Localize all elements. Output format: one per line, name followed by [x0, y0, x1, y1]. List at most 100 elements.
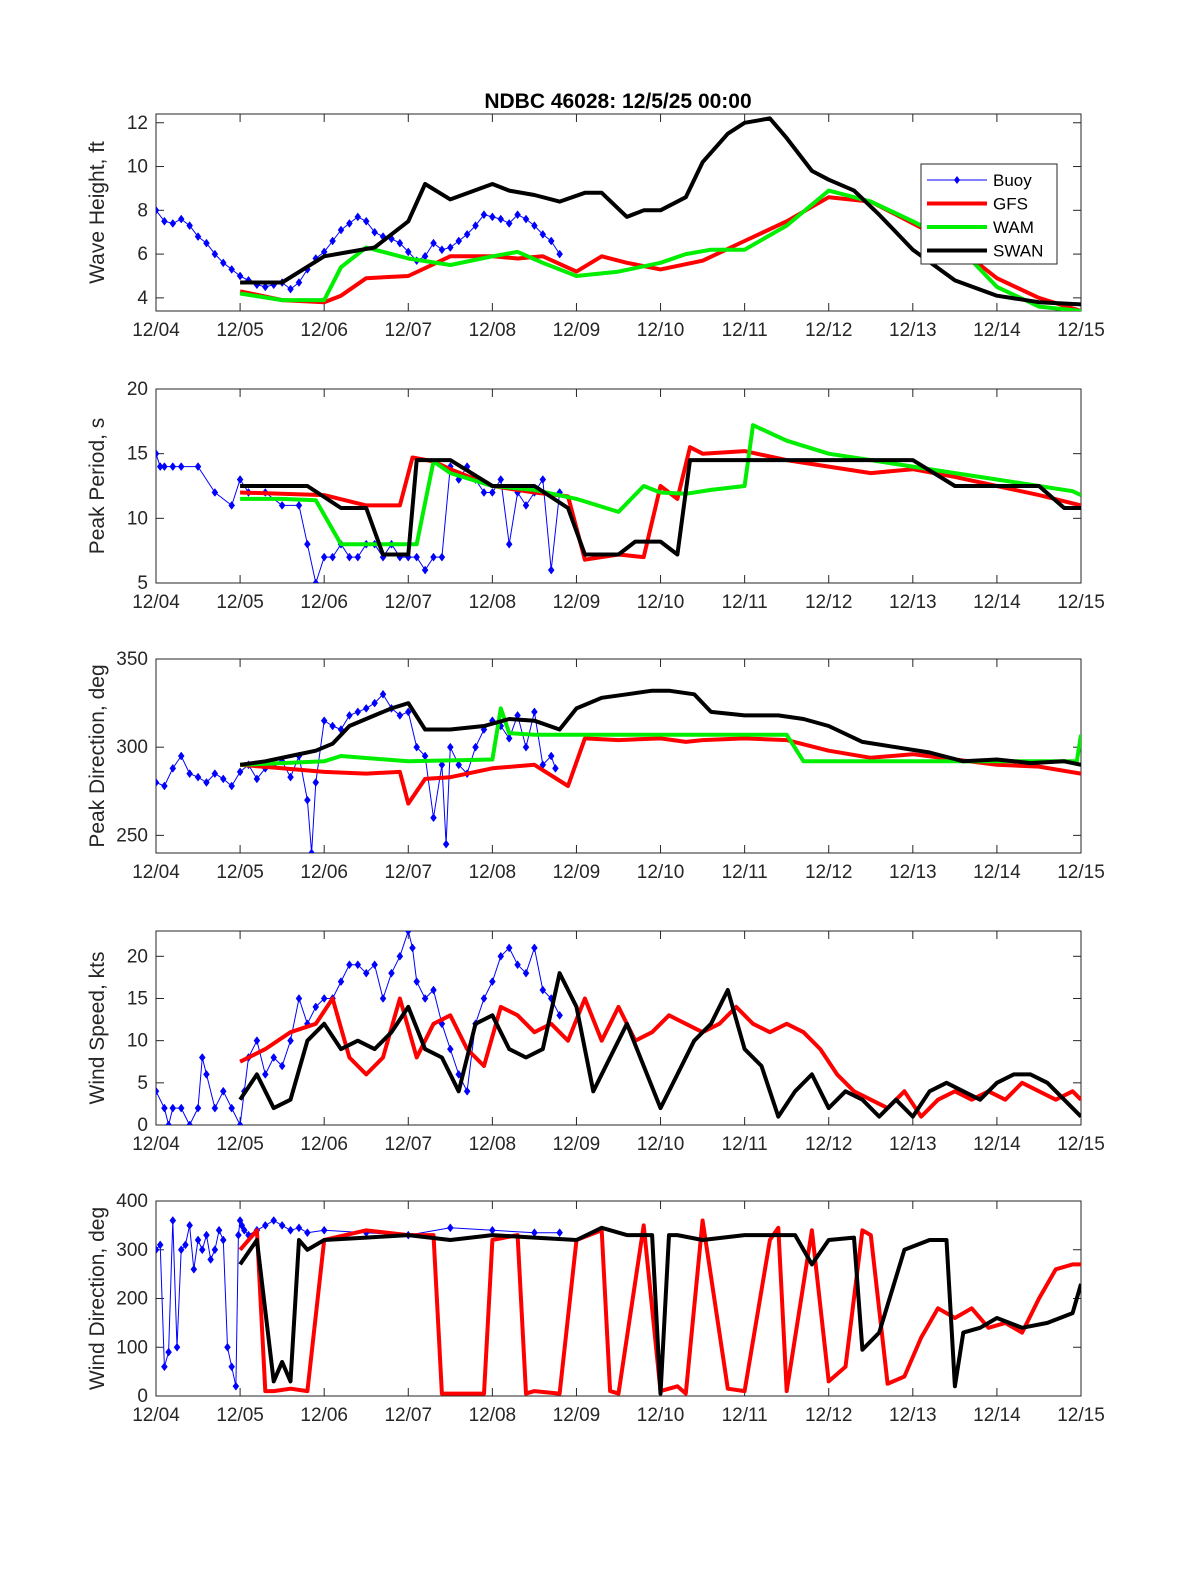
buoy-point [463, 1086, 471, 1096]
buoy-point [156, 778, 160, 787]
x-tick-label: 12/06 [300, 592, 348, 613]
series-group [156, 931, 1081, 1125]
buoy-point [194, 1235, 202, 1245]
buoy-point [379, 994, 387, 1003]
x-tick-label: 12/15 [1057, 1134, 1105, 1155]
buoy-point [455, 760, 463, 770]
buoy-point [211, 769, 219, 779]
buoy-point [161, 462, 168, 472]
x-tick-label: 12/06 [300, 320, 348, 341]
buoy-point [156, 449, 160, 459]
buoy-point [295, 1223, 303, 1233]
x-tick-label: 12/15 [1057, 320, 1105, 341]
legend-label-gfs: GFS [993, 195, 1028, 214]
x-tick-label: 12/13 [889, 592, 937, 613]
buoy-point [531, 707, 538, 717]
x-tick-label: 12/13 [889, 862, 937, 883]
buoy-point [295, 994, 303, 1003]
x-tick-label: 12/10 [637, 1405, 685, 1426]
buoy-point [480, 488, 488, 497]
buoy-point [232, 1381, 240, 1391]
buoy-point [396, 951, 404, 961]
buoy-point [404, 247, 412, 257]
buoy-point [463, 229, 471, 239]
buoy-point [190, 1264, 198, 1274]
x-tick-label: 12/14 [973, 320, 1021, 341]
buoy-point [169, 1216, 177, 1225]
buoy-point [236, 1120, 244, 1125]
series-line-swan [240, 458, 1081, 557]
buoy-point [455, 236, 463, 246]
x-tick-label: 12/11 [722, 592, 768, 613]
x-tick-label: 12/08 [469, 1134, 517, 1155]
buoy-point [320, 552, 328, 562]
buoy-point [320, 994, 328, 1003]
buoy-point [194, 462, 202, 472]
buoy-point [161, 781, 168, 791]
y-tick-label: 10 [127, 1031, 148, 1052]
buoy-point [203, 1069, 210, 1079]
buoy-point [472, 221, 479, 231]
buoy-point [539, 229, 547, 239]
buoy-point [421, 565, 429, 575]
x-tick-label: 12/12 [805, 320, 853, 341]
buoy-point [235, 1230, 242, 1240]
buoy-point [354, 960, 362, 970]
buoy-point [539, 985, 547, 995]
x-tick-label: 12/10 [637, 320, 685, 341]
buoy-point [253, 1036, 261, 1046]
buoy-point [396, 238, 404, 248]
buoy-point [169, 219, 177, 228]
buoy-point [489, 977, 496, 987]
panel-2: 12/04 12/05 12/06 12/07 12/08 12/09 12/10 12/11… [86, 379, 1105, 613]
buoy-point [165, 1120, 172, 1125]
legend-label-swan: SWAN [993, 242, 1043, 261]
y-tick-label: 10 [127, 157, 148, 178]
buoy-point [409, 943, 416, 953]
x-tick-label: 12/06 [300, 862, 348, 883]
x-tick-label: 12/07 [384, 592, 432, 613]
y-tick-label: 15 [127, 988, 148, 1009]
buoy-point [362, 703, 370, 713]
buoy-point [522, 968, 530, 978]
series-group [156, 1216, 1081, 1396]
x-tick-label: 12/04 [132, 1405, 180, 1426]
buoy-point [547, 236, 555, 246]
buoy-point [211, 488, 219, 497]
buoy-point [270, 1216, 278, 1225]
buoy-point [194, 232, 202, 241]
buoy-point [379, 689, 387, 699]
buoy-point [287, 284, 294, 294]
y-tick-label: 400 [116, 1191, 148, 1212]
buoy-point [228, 500, 235, 510]
buoy-point [447, 1044, 454, 1054]
buoy-point [447, 1223, 454, 1233]
series-line-swan [239, 688, 1081, 767]
buoy-point [413, 552, 420, 562]
buoy-point [514, 210, 521, 220]
figure-title: NDBC 46028: 12/5/25 00:00 [484, 90, 751, 113]
x-tick-label: 12/11 [722, 862, 768, 883]
x-tick-label: 12/06 [300, 1405, 348, 1426]
buoy-point [211, 249, 219, 259]
buoy-point [295, 278, 303, 287]
x-tick-label: 12/13 [889, 1134, 937, 1155]
buoy-point [198, 1245, 206, 1255]
buoy-point [262, 1069, 269, 1079]
buoy-point [447, 742, 454, 752]
x-tick-label: 12/10 [637, 862, 685, 883]
buoy-point [354, 707, 362, 717]
buoy-point [556, 1010, 563, 1020]
buoy-point [182, 1240, 189, 1250]
x-tick-label: 12/07 [384, 862, 432, 883]
buoy-point [505, 539, 513, 549]
buoy-point [173, 1342, 181, 1352]
y-tick-label: 0 [137, 1115, 148, 1136]
legend: Buoy GFS WAM SWAN [920, 163, 1058, 265]
y-tick-label: 5 [137, 1073, 148, 1094]
buoy-point [489, 488, 496, 497]
buoy-point [287, 1036, 294, 1046]
y-tick-label: 100 [116, 1337, 148, 1358]
x-tick-label: 12/13 [889, 320, 937, 341]
buoy-point [228, 781, 235, 791]
